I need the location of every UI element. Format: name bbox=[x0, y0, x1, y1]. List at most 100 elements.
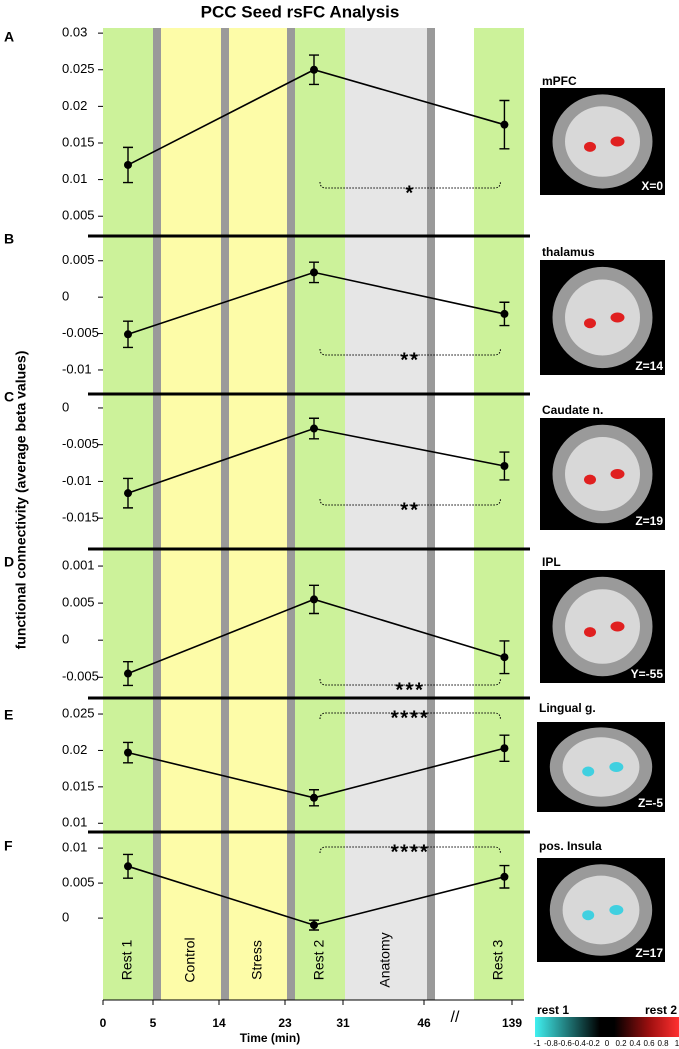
significance-bracket bbox=[319, 348, 501, 356]
slice-coordinate: X=0 bbox=[641, 179, 663, 193]
colorbar bbox=[535, 1017, 679, 1037]
brain-matter bbox=[565, 437, 640, 511]
brain-matter bbox=[562, 737, 640, 797]
data-point bbox=[310, 921, 318, 930]
colorbar-right-label: rest 2 bbox=[645, 1003, 677, 1017]
phase-band bbox=[221, 28, 229, 1000]
significance-stars: *** bbox=[396, 679, 425, 701]
x-tick-label: 14 bbox=[212, 1016, 226, 1030]
data-point bbox=[124, 160, 132, 169]
data-point bbox=[124, 489, 132, 498]
colorbar-tick-label: 0.8 bbox=[657, 1039, 669, 1048]
x-tick-label: 46 bbox=[417, 1016, 431, 1030]
chart-title: PCC Seed rsFC Analysis bbox=[201, 2, 400, 21]
colorbar-tick-label: -0.4 bbox=[572, 1039, 586, 1048]
colorbar-tick-label: 1 bbox=[675, 1039, 679, 1048]
x-axis-label: Time (min) bbox=[240, 1031, 300, 1045]
data-point bbox=[124, 669, 132, 678]
significance-bracket bbox=[319, 712, 501, 720]
colorbar-left-label: rest 1 bbox=[537, 1003, 569, 1017]
y-tick-label: 0.025 bbox=[62, 61, 95, 76]
y-tick-label: 0.01 bbox=[62, 171, 87, 186]
y-tick-label: -0.005 bbox=[62, 325, 99, 340]
region-label: pos. Insula bbox=[539, 839, 602, 853]
y-axis-label: functional connectivity (average beta va… bbox=[13, 351, 29, 650]
y-tick-label: -0.01 bbox=[62, 473, 92, 488]
y-tick-label: 0.005 bbox=[62, 252, 95, 267]
data-point bbox=[124, 862, 132, 871]
colorbar-tick-label: -0.6 bbox=[558, 1039, 572, 1048]
region-label: Caudate n. bbox=[542, 403, 603, 417]
activation-blob bbox=[582, 910, 595, 921]
colorbar-tick-label: 0 bbox=[605, 1039, 610, 1048]
data-point bbox=[124, 748, 132, 757]
y-tick-label: 0.015 bbox=[62, 778, 95, 793]
phase-band bbox=[345, 28, 427, 1000]
y-tick-label: 0 bbox=[62, 910, 69, 925]
data-point bbox=[310, 424, 318, 433]
data-point bbox=[310, 595, 318, 604]
significance-stars: **** bbox=[391, 841, 430, 863]
colorbar-tick-label: -0.8 bbox=[544, 1039, 558, 1048]
phase-label: Rest 2 bbox=[311, 940, 327, 981]
activation-blob bbox=[584, 318, 596, 329]
phase-band bbox=[103, 28, 153, 1000]
y-tick-label: 0.01 bbox=[62, 815, 87, 830]
y-tick-label: 0 bbox=[62, 399, 69, 414]
activation-blob bbox=[609, 905, 624, 915]
phase-label: Control bbox=[182, 937, 198, 982]
data-point bbox=[500, 120, 509, 129]
data-point bbox=[500, 744, 509, 753]
colorbar-tick-label: -1 bbox=[533, 1039, 541, 1048]
data-point bbox=[500, 653, 509, 662]
data-point bbox=[500, 461, 509, 470]
y-tick-label: 0.005 bbox=[62, 595, 95, 610]
region-label: mPFC bbox=[542, 74, 577, 88]
y-tick-label: 0.025 bbox=[62, 705, 95, 720]
region-label: Lingual g. bbox=[539, 701, 596, 715]
panel-letter: D bbox=[4, 554, 14, 570]
phase-band bbox=[287, 28, 295, 1000]
y-tick-label: -0.005 bbox=[62, 669, 99, 684]
panel-letter: B bbox=[4, 231, 14, 247]
y-tick-label: -0.01 bbox=[62, 361, 92, 376]
phase-band bbox=[153, 28, 161, 1000]
data-point bbox=[310, 65, 318, 74]
phase-label: Anatomy bbox=[377, 932, 393, 987]
significance-bracket bbox=[319, 181, 501, 189]
activation-blob bbox=[609, 762, 624, 772]
x-tick-label: 0 bbox=[100, 1016, 107, 1030]
data-point bbox=[500, 872, 509, 881]
panel-letter: E bbox=[4, 707, 13, 723]
y-tick-label: 0.005 bbox=[62, 875, 95, 890]
brain-matter bbox=[562, 875, 640, 945]
axis-break: // bbox=[451, 1009, 460, 1026]
phase-band bbox=[161, 28, 221, 1000]
y-tick-label: 0.02 bbox=[62, 742, 87, 757]
y-tick-label: -0.005 bbox=[62, 436, 99, 451]
phase-band bbox=[474, 28, 524, 1000]
x-tick-label: 31 bbox=[336, 1016, 350, 1030]
significance-stars: ** bbox=[400, 499, 420, 521]
colorbar-tick-label: -0.2 bbox=[586, 1039, 600, 1048]
phase-band bbox=[229, 28, 287, 1000]
y-tick-label: 0.01 bbox=[62, 840, 87, 855]
significance-bracket bbox=[319, 498, 501, 506]
colorbar-tick-label: 0.2 bbox=[615, 1039, 627, 1048]
colorbar-tick-label: 0.6 bbox=[643, 1039, 655, 1048]
colorbar-tick-label: 0.4 bbox=[629, 1039, 641, 1048]
brain-matter bbox=[565, 106, 640, 177]
activation-blob bbox=[610, 469, 625, 479]
activation-blob bbox=[584, 627, 596, 638]
brain-matter bbox=[565, 589, 640, 664]
y-tick-label: 0.02 bbox=[62, 98, 87, 113]
data-point bbox=[310, 268, 318, 277]
x-tick-label: 139 bbox=[502, 1016, 522, 1030]
data-point bbox=[500, 309, 509, 318]
slice-coordinate: Z=17 bbox=[635, 946, 663, 960]
phase-label: Rest 3 bbox=[490, 940, 506, 981]
panel-letter: C bbox=[4, 389, 14, 405]
slice-coordinate: Z=-5 bbox=[638, 796, 663, 810]
